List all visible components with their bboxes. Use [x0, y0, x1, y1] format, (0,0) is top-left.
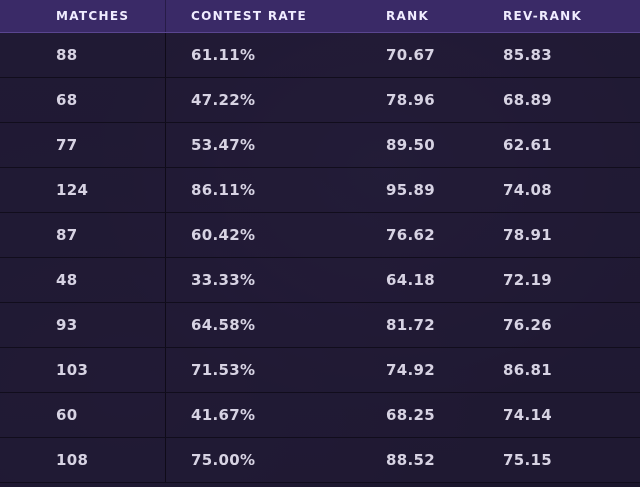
table-row: 88 61.11% 70.67 85.83 — [0, 33, 640, 78]
cell-contest-rate: 71.53% — [191, 361, 256, 379]
table-row: 87 60.42% 76.62 78.91 — [0, 213, 640, 258]
cell-contest-rate: 33.33% — [191, 271, 256, 289]
cell-rev-rank: 68.89 — [503, 91, 552, 109]
table-row: 77 53.47% 89.50 62.61 — [0, 123, 640, 168]
cell-rev-rank: 76.26 — [503, 316, 552, 334]
cell-rank: 95.89 — [386, 181, 435, 199]
cell-matches: 87 — [0, 213, 166, 257]
cell-matches: 124 — [0, 168, 166, 212]
cell-matches: 108 — [0, 438, 166, 482]
table-row: 68 47.22% 78.96 68.89 — [0, 78, 640, 123]
cell-rev-rank: 75.15 — [503, 451, 552, 469]
column-header-matches[interactable]: MATCHES — [0, 0, 166, 32]
cell-contest-rate: 41.67% — [191, 406, 256, 424]
cell-contest-rate: 75.00% — [191, 451, 256, 469]
cell-rank: 70.67 — [386, 46, 435, 64]
table-row: 103 71.53% 74.92 86.81 — [0, 348, 640, 393]
cell-matches: 93 — [0, 303, 166, 347]
cell-rank: 64.18 — [386, 271, 435, 289]
cell-rev-rank: 78.91 — [503, 226, 552, 244]
cell-rev-rank: 86.81 — [503, 361, 552, 379]
cell-matches: 77 — [0, 123, 166, 167]
cell-rank: 89.50 — [386, 136, 435, 154]
cell-contest-rate: 60.42% — [191, 226, 256, 244]
table-row: 60 41.67% 68.25 74.14 — [0, 393, 640, 438]
cell-rev-rank: 85.83 — [503, 46, 552, 64]
cell-matches: 60 — [0, 393, 166, 437]
table-header: MATCHES CONTEST RATE RANK REV-RANK — [0, 0, 640, 33]
cell-rev-rank: 74.08 — [503, 181, 552, 199]
cell-rank: 81.72 — [386, 316, 435, 334]
table-row: 124 86.11% 95.89 74.08 — [0, 168, 640, 213]
table-row: 93 64.58% 81.72 76.26 — [0, 303, 640, 348]
cell-rank: 76.62 — [386, 226, 435, 244]
cell-matches: 103 — [0, 348, 166, 392]
cell-contest-rate: 64.58% — [191, 316, 256, 334]
cell-rank: 74.92 — [386, 361, 435, 379]
cell-rev-rank: 74.14 — [503, 406, 552, 424]
column-header-rank[interactable]: RANK — [386, 9, 430, 23]
cell-matches: 88 — [0, 33, 166, 77]
cell-contest-rate: 86.11% — [191, 181, 256, 199]
cell-contest-rate: 53.47% — [191, 136, 256, 154]
table-row: 48 33.33% 64.18 72.19 — [0, 258, 640, 303]
cell-matches: 48 — [0, 258, 166, 302]
table-row: 108 75.00% 88.52 75.15 — [0, 438, 640, 483]
cell-rank: 88.52 — [386, 451, 435, 469]
column-header-contest-rate[interactable]: CONTEST RATE — [191, 9, 308, 23]
cell-matches: 68 — [0, 78, 166, 122]
cell-rank: 68.25 — [386, 406, 435, 424]
cell-rev-rank: 62.61 — [503, 136, 552, 154]
cell-contest-rate: 47.22% — [191, 91, 256, 109]
cell-rank: 78.96 — [386, 91, 435, 109]
cell-contest-rate: 61.11% — [191, 46, 256, 64]
column-header-rev-rank[interactable]: REV-RANK — [503, 9, 583, 23]
cell-rev-rank: 72.19 — [503, 271, 552, 289]
